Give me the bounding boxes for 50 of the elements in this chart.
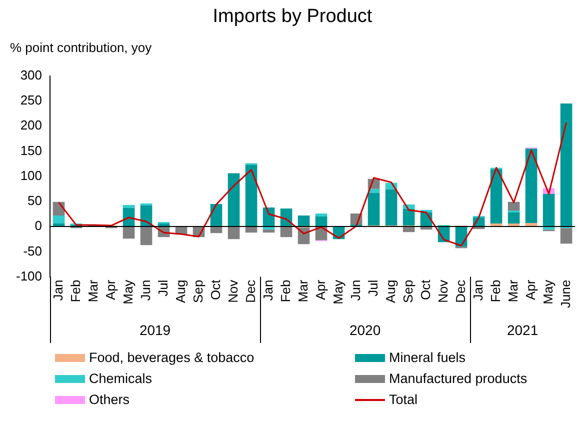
y-tick-label: 0 [34, 218, 42, 234]
x-tick-label: Nov [435, 279, 450, 303]
text: 2020 [349, 322, 381, 338]
legend-label: Manufactured products [389, 371, 528, 386]
x-tick-label: Apr [522, 279, 538, 300]
x-tick-label: Feb [488, 280, 503, 302]
legend-label: Total [389, 392, 418, 407]
legend-label: Food, beverages & tobacco [89, 350, 254, 365]
x-tick-label: May [120, 279, 136, 304]
x-tick-label: Oct [208, 279, 223, 300]
x-tick-label: Sep [190, 280, 206, 303]
y-tick-label: 300 [20, 67, 42, 82]
y-axis-title: % point contribution, yoy [10, 40, 152, 55]
x-tick-label: Jul [365, 280, 380, 296]
y-tick-label: 250 [20, 92, 42, 108]
x-tick-label: Aug [172, 280, 188, 303]
x-tick-label: Mar [295, 279, 310, 302]
text: 2019 [139, 322, 171, 338]
x-tick-label: Jan [470, 280, 486, 301]
legend-label: Chemicals [89, 371, 152, 386]
x-tick-label: June [558, 280, 573, 308]
y-tick-label: 150 [20, 142, 42, 158]
legend-label: Others [89, 392, 130, 407]
x-tick-label: Feb [278, 280, 293, 302]
x-tick-label: Jan [260, 280, 276, 301]
x-tick-label: Feb [68, 280, 83, 302]
x-tick-label: Nov [225, 279, 240, 303]
x-tick-label: Jun [138, 280, 153, 301]
x-tick-label: Sep [400, 280, 416, 303]
x-tick-label: Apr [312, 279, 328, 300]
x-tick-label: Apr [102, 279, 118, 300]
y-tick-label: 50 [28, 193, 42, 208]
x-tick-label: Mar [85, 279, 100, 302]
x-tick-label: May [540, 279, 556, 304]
y-tick-label: -50 [23, 243, 42, 258]
x-tick-label: Dec [242, 279, 258, 303]
x-tick-label: Aug [382, 280, 398, 303]
x-tick-label: Jan [50, 280, 66, 301]
text: 2021 [506, 322, 538, 338]
x-tick-label: May [330, 279, 346, 304]
x-tick-label: Mar [505, 279, 520, 302]
x-tick-label: Jul [155, 280, 170, 296]
y-tick-label: 100 [20, 168, 42, 183]
chart-title: Imports by Product [212, 6, 374, 28]
y-tick-label: -100 [16, 268, 42, 284]
x-tick-label: Dec [452, 279, 468, 303]
legend-label: Mineral fuels [389, 350, 466, 365]
y-tick-label: 200 [20, 118, 42, 133]
x-tick-label: Oct [418, 279, 433, 300]
x-tick-label: Jun [348, 280, 363, 301]
